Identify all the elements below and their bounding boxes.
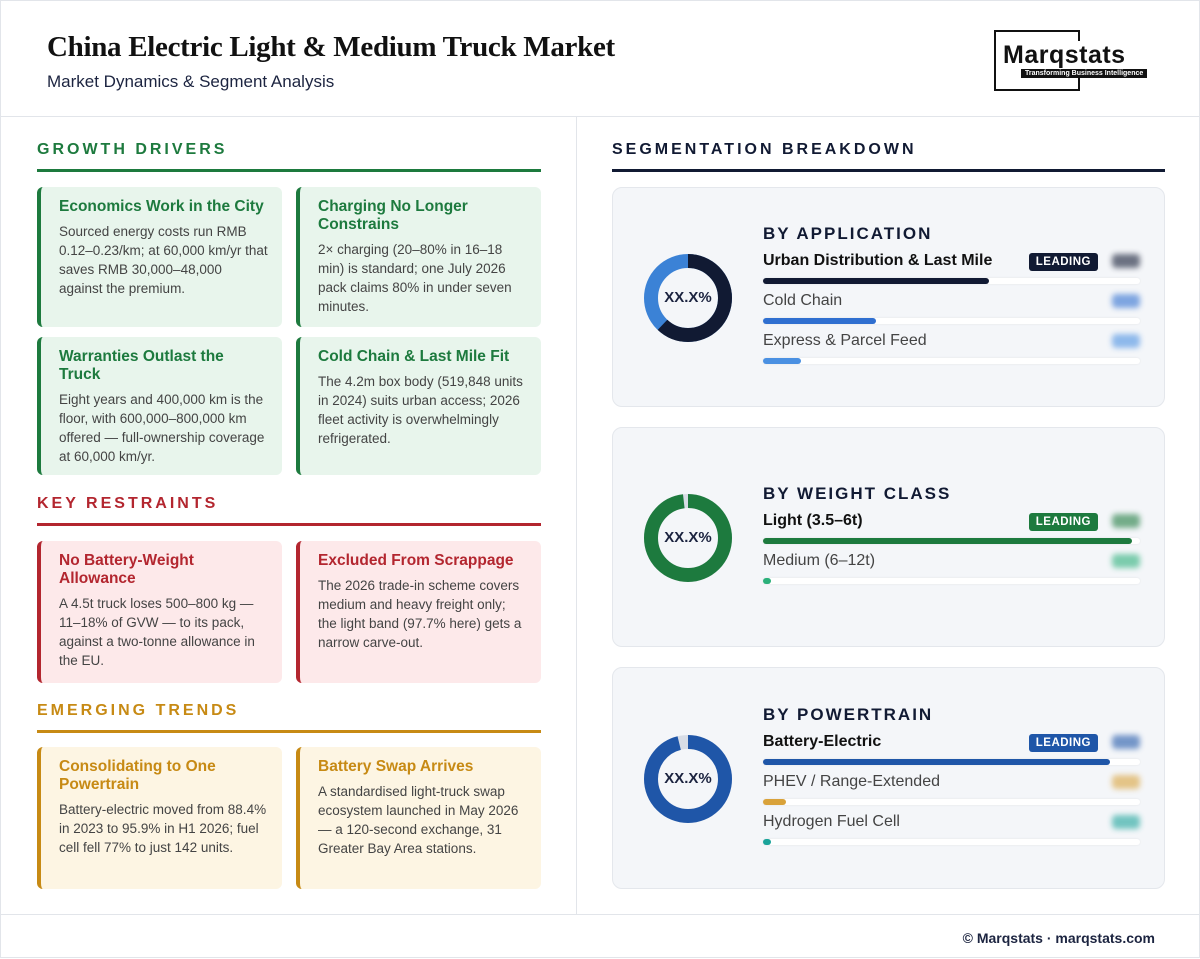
donut-arc (644, 735, 732, 823)
segment-card: XX.X% BY POWERTRAIN Battery-Electric LEADIN… (612, 667, 1165, 889)
logo-wordmark: Marqstats (1001, 41, 1128, 70)
card-title: Battery Swap Arrives (318, 758, 474, 775)
segment-row: Medium (6–12t) (763, 552, 1140, 592)
share-bar-fill (763, 358, 801, 364)
blurred-value (1112, 775, 1140, 789)
segment-row: PHEV / Range-Extended (763, 773, 1140, 813)
donut-chart (644, 494, 732, 582)
share-bar-fill (763, 799, 786, 805)
logo-tagline: Transforming Business Intelligence (1021, 69, 1148, 78)
card-body: A 4.5t truck loses 500–800 kg — 11–18% o… (59, 596, 255, 668)
segment-row: Battery-Electric LEADING (763, 733, 1140, 773)
driver-card: Warranties Outlast the Truck Eight years… (37, 337, 282, 475)
donut-value-label: XX.X% (664, 529, 712, 546)
share-bar-track (763, 578, 1140, 584)
card-title: Excluded From Scrappage (318, 552, 514, 569)
donut-value-label: XX.X% (664, 770, 712, 787)
growth-drivers-heading: GROWTH DRIVERS (37, 141, 541, 172)
segment-title: BY POWERTRAIN (763, 705, 934, 724)
key-restraints-heading: KEY RESTRAINTS (37, 495, 541, 526)
segment-row-label: Battery-Electric (763, 733, 882, 750)
card-title: Economics Work in the City (59, 198, 264, 215)
segment-row-label: Light (3.5–6t) (763, 512, 863, 529)
share-bar-track (763, 839, 1140, 845)
segment-row-label: Medium (6–12t) (763, 552, 876, 569)
driver-card: Economics Work in the City Sourced energ… (37, 187, 282, 327)
card-title: No Battery-Weight Allowance (59, 552, 194, 587)
share-bar-fill (763, 759, 1110, 765)
segment-title: BY WEIGHT CLASS (763, 484, 952, 503)
card-title: Consolidating to One Powertrain (59, 758, 216, 793)
blurred-value (1112, 334, 1140, 348)
card-title: Warranties Outlast the Truck (59, 348, 224, 383)
page-subtitle: Market Dynamics & Segment Analysis (47, 72, 335, 91)
segment-row-label: Express & Parcel Feed (763, 332, 927, 349)
segmentation-panel: SEGMENTATION BREAKDOWN XX.X% BY APPLICATI… (578, 117, 1199, 914)
trend-card: Consolidating to One Powertrain Battery-… (37, 747, 282, 889)
segment-row-label: Hydrogen Fuel Cell (763, 813, 900, 830)
card-body: A standardised light-truck swap ecosyste… (318, 784, 519, 856)
blurred-value (1112, 254, 1140, 268)
share-bar-fill (763, 538, 1133, 544)
blurred-value (1112, 735, 1140, 749)
card-title: Charging No Longer Constrains (318, 198, 468, 233)
share-bar-track (763, 799, 1140, 805)
emerging-trends-heading: EMERGING TRENDS (37, 702, 541, 733)
leading-badge: LEADING (1028, 734, 1098, 752)
leading-badge: LEADING (1028, 253, 1098, 271)
card-body: Battery-electric moved from 88.4% in 202… (59, 802, 267, 855)
share-bar-track (763, 278, 1140, 284)
segmentation-heading: SEGMENTATION BREAKDOWN (612, 141, 1165, 172)
share-bar-fill (763, 278, 990, 284)
share-bar-fill (763, 578, 771, 584)
card-body: The 4.2m box body (519,848 units in 2024… (318, 374, 523, 446)
card-title: Cold Chain & Last Mile Fit (318, 348, 510, 365)
footer-credit: © Marqstats · marqstats.com (962, 930, 1155, 946)
segment-row-label: Cold Chain (763, 292, 843, 309)
page-title: China Electric Light & Medium Truck Mark… (47, 31, 615, 63)
donut-arc (644, 254, 732, 342)
share-bar-track (763, 318, 1140, 324)
segment-row: Cold Chain (763, 292, 1140, 332)
share-bar-track (763, 538, 1140, 544)
donut-chart (644, 254, 732, 342)
donut-arc (644, 494, 732, 582)
segment-row-label: PHEV / Range-Extended (763, 773, 940, 790)
card-body: 2× charging (20–80% in 16–18 min) is sta… (318, 242, 512, 314)
donut-chart (644, 735, 732, 823)
segment-row: Hydrogen Fuel Cell (763, 813, 1140, 853)
share-bar-track (763, 358, 1140, 364)
share-bar-fill (763, 839, 771, 845)
leading-badge: LEADING (1028, 513, 1098, 531)
driver-card: Cold Chain & Last Mile Fit The 4.2m box … (296, 337, 541, 475)
segment-card: XX.X% BY APPLICATION Urban Distribution & … (612, 187, 1165, 407)
restraint-card: Excluded From Scrappage The 2026 trade-i… (296, 541, 541, 683)
donut-value-label: XX.X% (664, 289, 712, 306)
card-body: The 2026 trade-in scheme covers medium a… (318, 578, 522, 650)
segment-row: Express & Parcel Feed (763, 332, 1140, 372)
footer: © Marqstats · marqstats.com (1, 914, 1200, 959)
blurred-value (1112, 554, 1140, 568)
header: China Electric Light & Medium Truck Mark… (1, 1, 1199, 117)
card-body: Sourced energy costs run RMB 0.12–0.23/k… (59, 224, 268, 296)
blurred-value (1112, 514, 1140, 528)
blurred-value (1112, 815, 1140, 829)
segment-row-label: Urban Distribution & Last Mile (763, 252, 993, 269)
card-body: Eight years and 400,000 km is the floor,… (59, 392, 265, 464)
driver-card: Charging No Longer Constrains 2× chargin… (296, 187, 541, 327)
trend-card: Battery Swap Arrives A standardised ligh… (296, 747, 541, 889)
share-bar-track (763, 759, 1140, 765)
restraint-card: No Battery-Weight Allowance A 4.5t truck… (37, 541, 282, 683)
segment-row: Urban Distribution & Last Mile LEADING (763, 252, 1140, 292)
segment-row: Light (3.5–6t) LEADING (763, 512, 1140, 552)
segment-title: BY APPLICATION (763, 224, 933, 243)
share-bar-fill (763, 318, 877, 324)
dynamics-panel: GROWTH DRIVERS Economics Work in the Cit… (1, 117, 577, 914)
segment-card: XX.X% BY WEIGHT CLASS Light (3.5–6t) LEADIN… (612, 427, 1165, 647)
blurred-value (1112, 294, 1140, 308)
